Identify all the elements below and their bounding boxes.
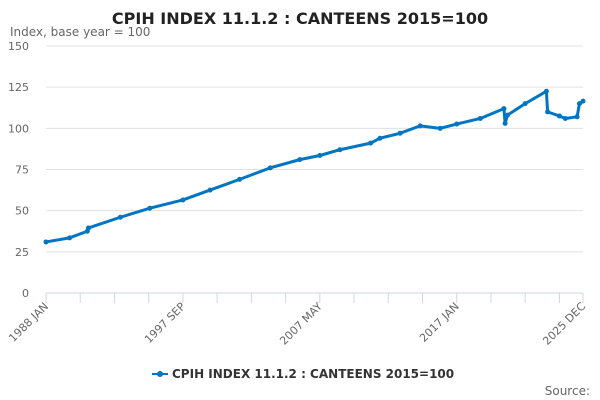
x-tick-label: 1997 SEP bbox=[142, 300, 188, 346]
y-tick-label: 100 bbox=[8, 122, 29, 135]
data-point[interactable] bbox=[147, 205, 153, 211]
data-point[interactable] bbox=[267, 165, 273, 171]
data-point[interactable] bbox=[43, 239, 49, 245]
data-point[interactable] bbox=[576, 101, 582, 107]
data-point[interactable] bbox=[180, 197, 186, 203]
data-point[interactable] bbox=[368, 140, 374, 146]
data-point[interactable] bbox=[237, 176, 243, 182]
data-point[interactable] bbox=[117, 214, 123, 220]
data-point[interactable] bbox=[85, 225, 91, 231]
data-point[interactable] bbox=[504, 112, 510, 118]
x-tick-label: 2025 DEC bbox=[540, 300, 588, 348]
data-point[interactable] bbox=[337, 147, 343, 153]
data-point[interactable] bbox=[562, 115, 568, 121]
data-point[interactable] bbox=[317, 153, 323, 159]
data-point[interactable] bbox=[477, 115, 483, 121]
data-point[interactable] bbox=[574, 114, 580, 120]
y-tick-label: 150 bbox=[8, 40, 29, 53]
x-tick-label: 2017 JAN bbox=[417, 300, 462, 345]
y-tick-label: 50 bbox=[15, 205, 29, 218]
data-point[interactable] bbox=[501, 106, 507, 112]
source-label: Source: bbox=[545, 384, 590, 398]
data-point[interactable] bbox=[556, 113, 562, 119]
x-tick-label: 1988 JAN bbox=[6, 300, 51, 345]
y-tick-label: 125 bbox=[8, 81, 29, 94]
data-point[interactable] bbox=[545, 109, 551, 115]
data-point[interactable] bbox=[207, 187, 213, 193]
x-tick-label: 2007 MAY bbox=[277, 300, 325, 348]
legend-marker bbox=[157, 371, 163, 377]
data-point[interactable] bbox=[377, 135, 383, 141]
data-point[interactable] bbox=[67, 235, 73, 241]
data-point[interactable] bbox=[522, 101, 528, 107]
data-point[interactable] bbox=[454, 121, 460, 127]
chart-title: CPIH INDEX 11.1.2 : CANTEENS 2015=100 bbox=[112, 9, 488, 28]
data-point[interactable] bbox=[397, 130, 403, 136]
data-point[interactable] bbox=[437, 125, 443, 131]
series-line bbox=[45, 89, 584, 244]
data-point[interactable] bbox=[580, 98, 586, 104]
legend[interactable]: CPIH INDEX 11.1.2 : CANTEENS 2015=100 bbox=[152, 367, 454, 381]
y-tick-label: 25 bbox=[15, 246, 29, 259]
data-point[interactable] bbox=[543, 88, 549, 94]
y-tick-label: 75 bbox=[15, 164, 29, 177]
chart-subtitle: Index, base year = 100 bbox=[10, 25, 150, 39]
y-tick-label: 0 bbox=[22, 287, 29, 300]
data-point[interactable] bbox=[297, 157, 303, 163]
data-point[interactable] bbox=[502, 120, 508, 126]
legend-label: CPIH INDEX 11.1.2 : CANTEENS 2015=100 bbox=[172, 367, 454, 381]
data-point[interactable] bbox=[417, 123, 423, 129]
